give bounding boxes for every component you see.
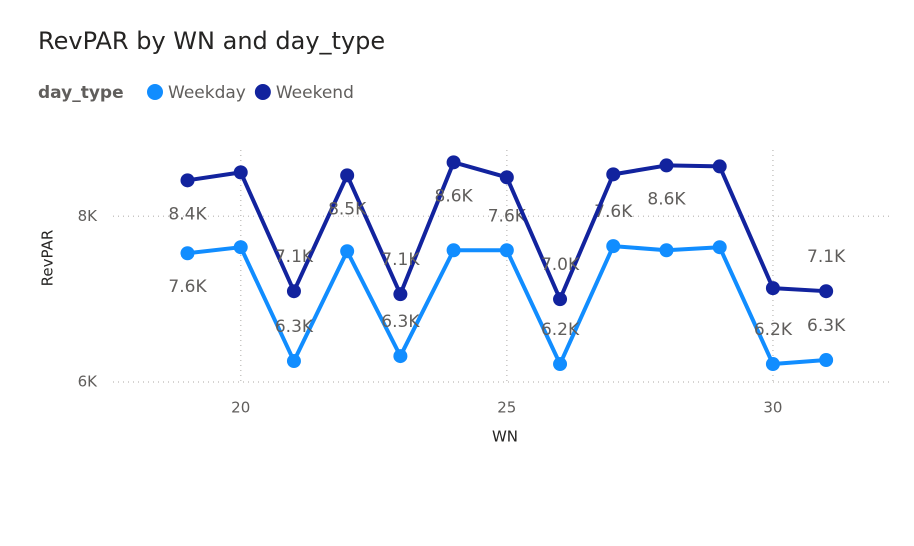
data-label: 7.1K (381, 250, 420, 270)
data-label: 6.3K (807, 316, 846, 336)
data-label: 6.2K (754, 320, 793, 340)
y-tick-label: 6K (78, 373, 99, 391)
data-point (712, 159, 727, 174)
legend-label: Weekday (168, 83, 246, 103)
data-label: 8.6K (435, 186, 474, 206)
data-point (499, 243, 514, 258)
data-label: 6.3K (275, 317, 314, 337)
data-label: 7.6K (594, 202, 633, 222)
data-point (819, 284, 834, 299)
data-point (446, 243, 461, 258)
chart-title: RevPAR by WN and day_type (38, 27, 385, 55)
legend-marker (254, 84, 271, 100)
data-label: 8.5K (328, 199, 367, 219)
data-point (765, 357, 780, 372)
legend-marker (147, 84, 163, 100)
data-point (659, 243, 674, 258)
x-tick-label: 25 (497, 399, 516, 417)
data-label: 7.6K (168, 277, 207, 297)
data-point (393, 287, 408, 302)
data-point (606, 239, 621, 254)
data-label: 8.4K (168, 204, 207, 224)
data-point (553, 292, 568, 307)
legend-label: Weekend (276, 83, 354, 103)
data-label: 7.1K (807, 247, 846, 267)
data-point (393, 349, 408, 364)
data-label: 7.0K (541, 255, 580, 275)
data-point (606, 167, 621, 182)
x-tick-label: 20 (231, 399, 250, 417)
data-point (233, 240, 248, 255)
x-tick-label: 30 (763, 399, 782, 417)
data-point (286, 354, 301, 369)
data-point (340, 168, 355, 183)
data-point (553, 357, 568, 372)
data-point (180, 173, 195, 188)
data-label: 8.6K (647, 189, 686, 209)
data-point (340, 244, 355, 259)
data-label: 7.1K (275, 247, 314, 267)
y-axis-label: RevPAR (39, 230, 57, 287)
data-point (180, 246, 195, 261)
data-point (659, 158, 674, 173)
data-label: 7.6K (488, 206, 527, 226)
data-point (446, 155, 461, 170)
data-label: 6.2K (541, 320, 580, 340)
data-point (286, 284, 301, 299)
data-point (233, 165, 248, 180)
data-label: 6.3K (381, 312, 420, 332)
x-axis-label: WN (492, 428, 518, 446)
data-point (765, 281, 780, 296)
data-point (712, 240, 727, 255)
data-point (499, 170, 514, 185)
data-point (819, 353, 834, 368)
y-tick-label: 8K (78, 207, 99, 225)
legend-title: day_type (38, 83, 124, 103)
